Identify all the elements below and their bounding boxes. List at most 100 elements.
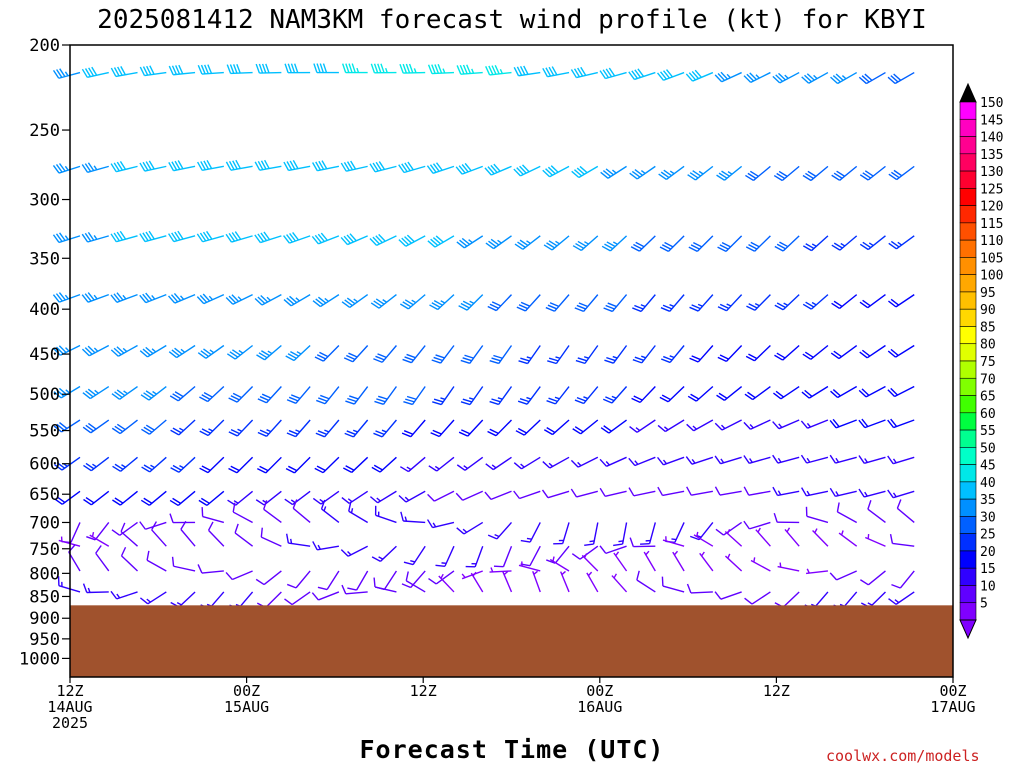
wind-barb: [716, 165, 743, 181]
wind-barb: [859, 344, 886, 359]
wind-barb: [197, 64, 224, 75]
wind-barb: [858, 385, 886, 398]
wind-barb: [168, 292, 196, 304]
wind-barb: [489, 567, 512, 573]
wind-barb: [341, 63, 368, 74]
colorbar-label: 70: [980, 372, 996, 387]
wind-barb: [82, 583, 109, 594]
wind-barb: [755, 527, 771, 547]
colorbar-swatch: [959, 170, 977, 189]
colorbar-swatch: [959, 101, 977, 120]
wind-barb: [374, 505, 397, 524]
wind-barb: [656, 456, 685, 466]
colorbar-swatch: [959, 153, 977, 172]
wind-barb: [643, 550, 656, 572]
wind-barb: [110, 590, 138, 600]
wind-barb: [603, 294, 628, 313]
colorbar-label: 130: [980, 165, 1003, 180]
wind-barb: [284, 63, 311, 74]
wind-barb: [254, 231, 282, 244]
wind-barb: [801, 385, 829, 399]
colorbar-label: 75: [980, 355, 996, 370]
wind-barb: [345, 386, 369, 405]
colorbar-swatch: [959, 118, 977, 137]
wind-barb: [111, 419, 138, 435]
wind-barb: [581, 553, 599, 572]
x-tick-label: 16AUG: [577, 698, 622, 716]
wind-barb: [487, 419, 512, 437]
wind-barb: [435, 545, 455, 567]
wind-barb: [487, 521, 513, 540]
wind-barb: [860, 570, 886, 586]
wind-barb: [858, 455, 886, 464]
wind-barb: [111, 385, 138, 400]
wind-barb: [773, 165, 800, 182]
wind-barb: [887, 489, 915, 499]
wind-barb: [750, 557, 771, 572]
wind-barb: [859, 235, 886, 251]
wind-barb: [830, 71, 858, 85]
wind-barb: [170, 419, 196, 436]
wind-barb: [513, 65, 541, 77]
wind-barb: [657, 419, 685, 433]
x-tick-label: 00Z: [233, 682, 260, 700]
wind-barb: [110, 344, 138, 357]
wind-barb: [316, 386, 340, 405]
wind-barb: [517, 386, 541, 405]
colorbar-label: 25: [980, 528, 996, 543]
colorbar: 1501451401351301251201151101051009590858…: [959, 82, 1003, 640]
wind-barb: [887, 385, 915, 398]
colorbar-label: 65: [980, 390, 996, 405]
wind-barb: [402, 345, 426, 364]
y-tick-label: 550: [29, 422, 60, 442]
wind-barb: [630, 235, 656, 252]
colorbar-label: 30: [980, 510, 996, 525]
colorbar-swatch: [959, 498, 977, 517]
wind-barb: [717, 235, 743, 253]
y-tick-label: 800: [29, 564, 60, 584]
wind-barb: [774, 235, 800, 252]
wind-barb: [600, 419, 627, 434]
colorbar-label: 50: [980, 441, 996, 456]
wind-barb: [168, 160, 196, 172]
wind-barb: [254, 293, 282, 306]
colorbar-label: 100: [980, 269, 1003, 284]
wind-barb: [292, 499, 311, 524]
wind-barb: [232, 502, 253, 524]
wind-barb: [513, 490, 541, 500]
colorbar-label: 90: [980, 303, 996, 318]
wind-barb: [83, 490, 110, 506]
wind-barb: [772, 71, 800, 84]
wind-barb: [513, 456, 541, 470]
wind-barb: [341, 584, 368, 595]
y-tick-label: 300: [29, 191, 60, 211]
wind-barb: [470, 571, 484, 593]
wind-barb: [398, 234, 426, 247]
colorbar-swatch: [959, 222, 977, 241]
y-tick-label: 750: [29, 540, 60, 560]
wind-barb: [896, 499, 915, 524]
wind-barb: [812, 528, 829, 547]
wind-barb: [256, 344, 282, 361]
y-tick-label: 400: [29, 300, 60, 320]
wind-barb: [370, 63, 397, 74]
wind-barb: [574, 294, 599, 313]
y-tick-label: 350: [29, 249, 60, 269]
y-tick-label: 600: [29, 455, 60, 475]
wind-barb: [139, 521, 167, 530]
y-axis: 200 250 300 350 400 450 500 550 600 650 700 750 800 8…: [19, 36, 70, 669]
y-tick-label: 950: [29, 630, 60, 650]
wind-barb: [628, 456, 656, 467]
wind-barb: [197, 159, 224, 172]
colorbar-label: 105: [980, 251, 1003, 266]
wind-barb: [371, 456, 397, 473]
wind-barb: [197, 344, 225, 359]
colorbar-bottom-arrow: [959, 619, 977, 640]
wind-barb: [829, 454, 857, 464]
colorbar-label: 20: [980, 545, 996, 560]
wind-barb: [225, 159, 253, 171]
colorbar-label: 145: [980, 113, 1003, 128]
wind-barb: [656, 69, 685, 81]
